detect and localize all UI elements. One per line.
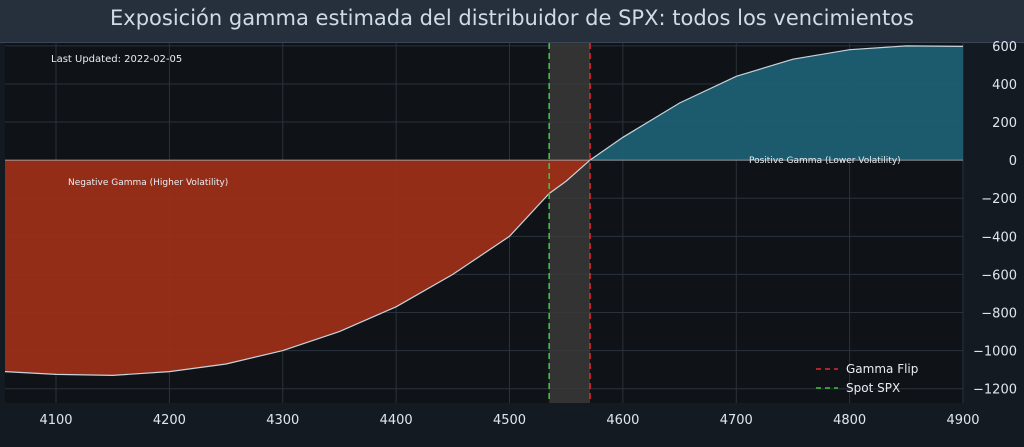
gamma-curve-line	[4, 45, 964, 377]
x-tick-label: 4200	[153, 413, 186, 428]
title-bar: Exposición gamma estimada del distribuid…	[0, 0, 1024, 43]
y-tick-label: 200	[992, 116, 1017, 131]
positive-gamma-label: Positive Gamma (Lower Volatility)	[749, 156, 901, 166]
y-axis-ticks: 600 400 200 0 −200 −400 −600 −800 −1000 −1200	[973, 40, 1017, 398]
legend-spot-spx-label: Spot SPX	[846, 381, 900, 395]
x-tick-label: 4800	[833, 413, 866, 428]
y-tick-label: −1200	[973, 383, 1017, 398]
x-tick-label: 4100	[39, 413, 72, 428]
negative-gamma-area	[5, 160, 591, 376]
y-tick-label: −200	[981, 192, 1017, 207]
y-tick-label: −400	[981, 230, 1017, 245]
x-tick-label: 4900	[946, 413, 979, 428]
y-tick-label: 600	[992, 40, 1017, 55]
x-tick-label: 4500	[493, 413, 526, 428]
y-tick-label: −1000	[973, 345, 1017, 360]
x-axis-ticks: 4100 4200 4300 4400 4500 4600 4700 4800 4900	[39, 413, 979, 428]
y-tick-label: 0	[1009, 154, 1017, 169]
negative-gamma-label: Negative Gamma (Higher Volatility)	[68, 178, 228, 188]
y-tick-label: −800	[981, 307, 1017, 322]
y-tick-label: −600	[981, 268, 1017, 283]
positive-gamma-area	[590, 45, 963, 161]
last-updated-annotation: Last Updated: 2022-02-05	[51, 54, 182, 65]
x-tick-label: 4700	[720, 413, 753, 428]
x-tick-label: 4300	[266, 413, 299, 428]
y-tick-label: 400	[992, 78, 1017, 93]
legend-gamma-flip-label: Gamma Flip	[846, 362, 918, 376]
chart-title: Exposición gamma estimada del distribuid…	[110, 6, 914, 30]
x-tick-label: 4400	[380, 413, 413, 428]
gamma-flip-band	[549, 43, 591, 403]
legend: Gamma Flip Spot SPX	[816, 362, 918, 395]
x-tick-label: 4600	[606, 413, 639, 428]
gamma-areas	[4, 45, 964, 377]
